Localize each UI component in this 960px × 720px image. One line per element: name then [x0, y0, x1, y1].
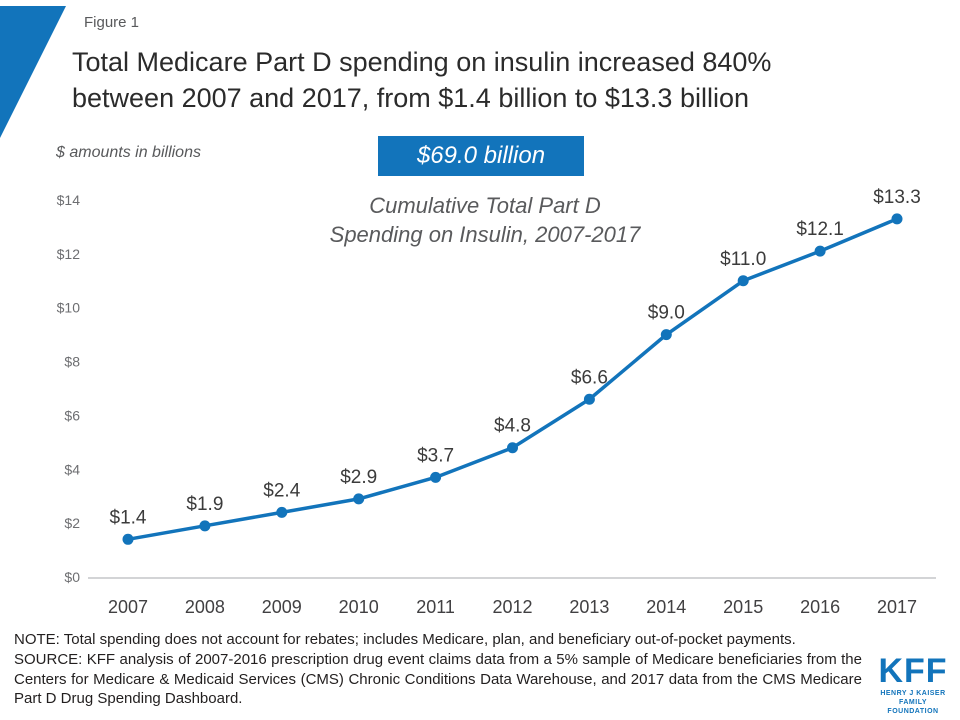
note-text: NOTE: Total spending does not account fo… [14, 631, 796, 648]
data-point-label: $11.0 [720, 249, 766, 270]
spending-line-series [127, 217, 898, 542]
data-point [891, 213, 903, 225]
data-point-label: $9.0 [648, 303, 685, 324]
y-axis-tick-label: $10 [57, 300, 81, 316]
axis-units-note: $ amounts in billions [56, 144, 201, 161]
y-axis-tick-label: $0 [64, 569, 80, 585]
x-axis-tick-label: 2015 [723, 597, 763, 617]
cumulative-total-badge: $69.0 billion [378, 136, 584, 176]
data-point-label: $12.1 [796, 219, 844, 240]
x-axis-tick-label: 2013 [569, 597, 609, 617]
data-point [122, 533, 134, 545]
y-axis-tick-label: $2 [64, 515, 80, 531]
kff-logo-tagline: HENRY J KAISER FAMILY FOUNDATION [880, 690, 946, 715]
data-point-label: $1.4 [110, 507, 147, 528]
x-axis-tick-label: 2014 [646, 597, 686, 617]
footnotes: NOTE: Total spending does not account fo… [14, 630, 862, 709]
kff-logo-text: KFF [878, 652, 948, 690]
y-axis-tick-label: $12 [57, 246, 81, 262]
figure-label: Figure 1 [84, 14, 140, 31]
data-point-label: $1.9 [186, 494, 223, 515]
page-title-line2: between 2007 and 2017, from $1.4 billion… [72, 83, 749, 114]
x-axis-tick-label: 2016 [800, 597, 840, 617]
kff-logo: KFF HENRY J KAISER FAMILY FOUNDATION [876, 654, 950, 716]
x-axis-tick-label: 2010 [339, 597, 379, 617]
page-title: Total Medicare Part D spending on insuli… [72, 44, 952, 117]
data-point [737, 275, 749, 287]
y-axis-tick-label: $6 [64, 407, 80, 423]
chart-subtitle-line2: Spending on Insulin, 2007-2017 [329, 221, 641, 247]
data-point-label: $3.7 [417, 445, 454, 466]
chart-subtitle-line1: Cumulative Total Part D [369, 193, 601, 218]
y-axis-tick-label: $14 [57, 192, 81, 208]
data-point [199, 520, 211, 532]
chart-subtitle: Cumulative Total Part D Spending on Insu… [275, 192, 695, 249]
data-point [583, 393, 595, 405]
x-axis-tick-label: 2008 [185, 597, 225, 617]
data-point-label: $4.8 [494, 416, 531, 437]
x-axis-tick-label: 2012 [492, 597, 532, 617]
data-point [430, 471, 442, 483]
source-text: SOURCE: KFF analysis of 2007-2016 prescr… [14, 650, 862, 708]
y-axis-tick-label: $8 [64, 354, 80, 370]
data-point [660, 329, 672, 341]
data-point-label: $2.9 [340, 467, 377, 488]
x-axis-tick-label: 2007 [108, 597, 148, 617]
x-axis-tick-label: 2017 [877, 597, 917, 617]
x-axis-tick-label: 2011 [416, 597, 455, 617]
data-point [814, 245, 826, 257]
data-point-label: $2.4 [263, 480, 300, 501]
page-title-line1: Total Medicare Part D spending on insuli… [72, 47, 772, 77]
data-point [353, 493, 365, 505]
data-point-label: $6.6 [571, 367, 608, 388]
y-axis-tick-label: $4 [64, 461, 80, 477]
data-point [507, 442, 518, 454]
x-axis-tick-label: 2009 [262, 597, 302, 617]
data-point [276, 506, 288, 518]
data-point-label: $13.3 [873, 187, 921, 208]
